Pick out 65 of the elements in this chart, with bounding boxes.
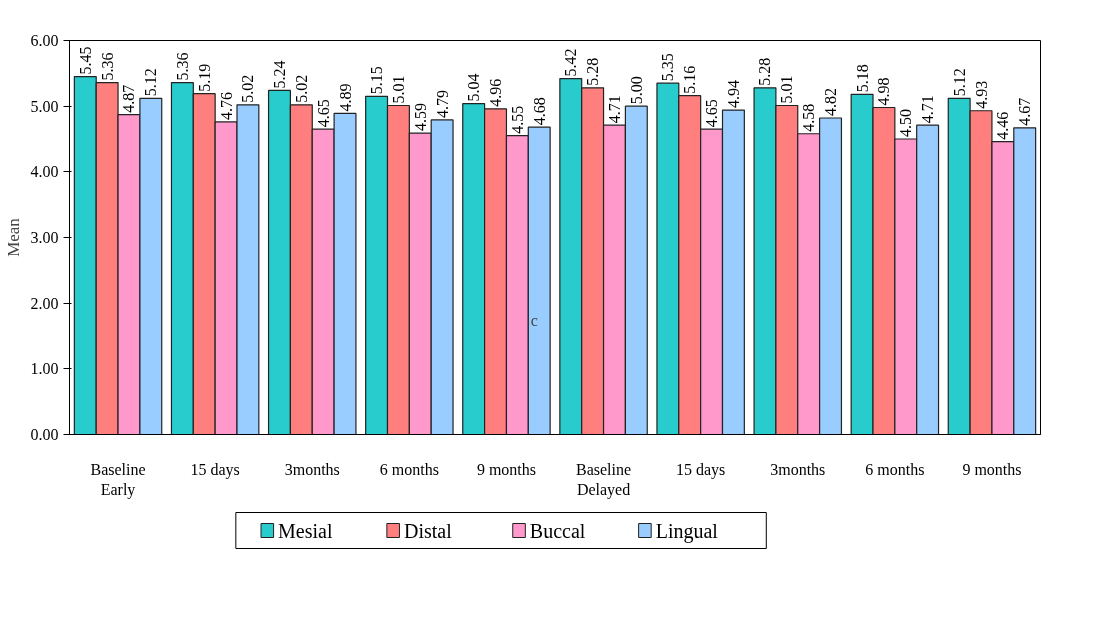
data-label: 5.16 (681, 65, 699, 94)
data-label: 5.36 (98, 52, 116, 81)
x-tick-label: 6 months (379, 460, 439, 478)
y-tick-label: 1.00 (30, 360, 59, 378)
x-tick-label: 3months (284, 460, 340, 478)
data-label: 5.02 (239, 74, 257, 103)
data-label: 5.24 (270, 60, 288, 89)
x-tick-label: Baseline (576, 460, 632, 478)
data-label: 5.28 (756, 57, 774, 86)
data-label: 4.55 (508, 105, 526, 134)
data-label: 4.65 (703, 99, 721, 128)
data-label: 4.50 (897, 109, 915, 137)
data-label: 4.71 (919, 95, 937, 124)
data-label: 5.45 (76, 46, 94, 75)
data-label: 5.04 (465, 73, 483, 102)
data-label: 4.59 (411, 103, 429, 132)
data-label: 4.65 (314, 99, 332, 128)
y-tick-label: 4.00 (30, 163, 59, 181)
data-label: 5.01 (389, 75, 407, 104)
y-tick-label: 0.00 (30, 426, 59, 443)
y-axis-title: Mean (3, 217, 23, 257)
x-tick-label: 15 days (675, 460, 726, 479)
data-label: 4.67 (1016, 97, 1034, 126)
legend-label: Lingual (655, 519, 719, 543)
data-label: 4.68 (530, 97, 548, 126)
data-label: 5.15 (368, 66, 386, 95)
data-label: 4.46 (994, 111, 1012, 140)
y-tick-label: 2.00 (30, 294, 59, 312)
x-tick-label: 15 days (190, 460, 240, 479)
x-tick-label: 9 months (476, 460, 537, 478)
data-label: 5.12 (142, 68, 160, 97)
data-label: 5.35 (659, 53, 677, 82)
data-label: 4.98 (875, 77, 893, 106)
text: Early (100, 480, 136, 499)
data-label: 4.96 (487, 78, 505, 107)
y-tick-label: 5.00 (30, 97, 59, 115)
data-label: 4.71 (605, 95, 623, 124)
data-label: 4.58 (800, 103, 818, 132)
x-tick-label: 3months (770, 460, 826, 478)
text: Delayed (576, 480, 631, 499)
data-label: 5.02 (292, 74, 310, 103)
data-label: 4.79 (433, 89, 451, 118)
legend-label: Buccal (529, 519, 586, 542)
y-tick-label: 3.00 (30, 229, 59, 246)
data-label: 4.94 (724, 80, 742, 109)
y-tick-label: 6.00 (30, 32, 59, 49)
data-label: 5.12 (950, 68, 968, 97)
data-label: 4.93 (972, 80, 990, 109)
annotation: c (530, 312, 538, 330)
x-tick-label: 9 months (962, 460, 1022, 478)
x-tick-label: Baseline (90, 460, 146, 478)
data-label: 4.87 (120, 84, 138, 113)
x-tick-label: 6 months (865, 460, 925, 478)
data-label: 4.76 (217, 91, 235, 120)
data-label: 5.00 (627, 76, 645, 105)
data-label: 5.28 (584, 57, 602, 86)
legend-label: Mesial (278, 519, 333, 542)
data-label: 4.89 (336, 83, 354, 112)
legend-label: Distal (403, 519, 453, 542)
data-label: 5.18 (853, 64, 871, 93)
data-label: 5.36 (173, 52, 191, 81)
data-label: 5.19 (195, 63, 213, 92)
data-label: 5.42 (562, 48, 580, 77)
data-label: 5.01 (778, 75, 796, 104)
data-label: 4.82 (822, 87, 840, 116)
